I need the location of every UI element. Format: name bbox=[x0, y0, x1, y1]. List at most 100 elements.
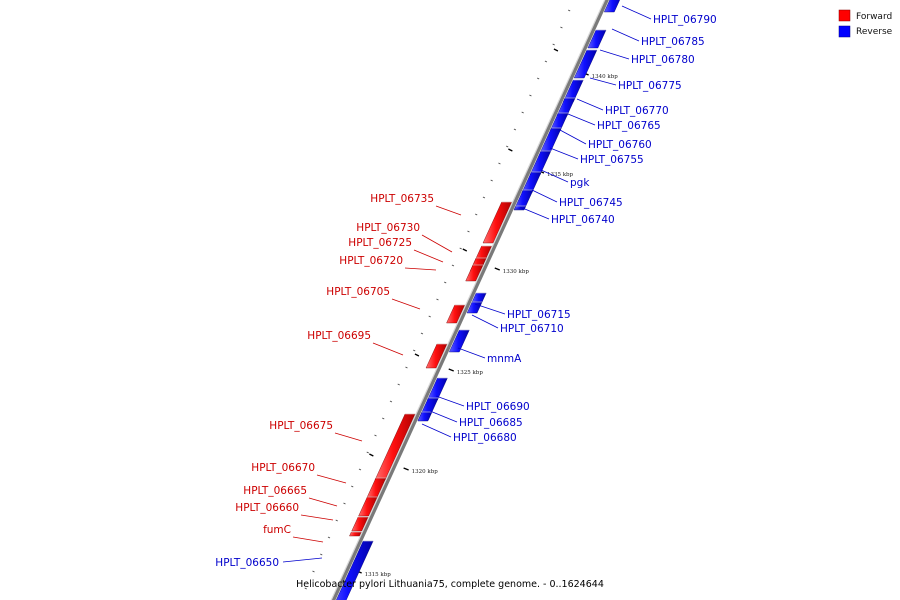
leader-hplt-06730 bbox=[421, 234, 453, 253]
gene-block-hplt-06680 bbox=[417, 411, 433, 422]
minor-tick bbox=[413, 349, 416, 352]
leader-hplt-06735 bbox=[435, 205, 462, 216]
leader-hplt-06715 bbox=[474, 303, 506, 315]
gene-label-hplt-06725: HPLT_06725 bbox=[348, 237, 412, 249]
leader-hplt-06705 bbox=[391, 298, 421, 310]
leader-pgk bbox=[540, 169, 569, 183]
leader-hplt-06665 bbox=[308, 497, 338, 507]
leader-hplt-06720 bbox=[404, 267, 437, 271]
leader-hplt-06670 bbox=[316, 474, 347, 484]
gene-labels: HPLT_06790 HPLT_06785 HPLT_06780 HPLT_06775… bbox=[215, 14, 716, 569]
gene-label-hplt-06675: HPLT_06675 bbox=[269, 420, 333, 432]
leader-hplt-06660 bbox=[300, 514, 334, 521]
leader-hplt-06685 bbox=[429, 410, 458, 423]
minor-tick bbox=[312, 570, 315, 573]
leader-hplt-06690 bbox=[435, 395, 465, 407]
gene-label-mnma: mnmA bbox=[487, 353, 522, 365]
minor-tick bbox=[382, 417, 385, 420]
minor-tick bbox=[327, 536, 331, 539]
leader-hplt-06755 bbox=[549, 147, 579, 160]
legend-forward-swatch bbox=[838, 9, 851, 22]
minor-tick bbox=[405, 366, 408, 369]
legend: Forward Reverse bbox=[838, 9, 893, 38]
leader-hplt-06785 bbox=[611, 28, 640, 42]
major-tick-left bbox=[414, 353, 420, 357]
minor-tick bbox=[498, 162, 501, 165]
minor-tick bbox=[428, 315, 431, 318]
minor-tick bbox=[544, 60, 548, 63]
gene-label-hplt-06695: HPLT_06695 bbox=[307, 330, 371, 342]
minor-tick bbox=[374, 434, 377, 437]
minor-tick bbox=[490, 179, 493, 182]
tick-1330-kbp bbox=[494, 267, 501, 271]
gene-label-hplt-06705: HPLT_06705 bbox=[326, 286, 390, 298]
leader-hplt-06740 bbox=[519, 206, 550, 220]
leader-fumc bbox=[292, 536, 324, 543]
tick-label-1315-kbp: 1315 kbp bbox=[365, 572, 392, 578]
tick-label-1340-kbp: 1340 kbp bbox=[592, 74, 619, 80]
legend-reverse-swatch bbox=[838, 25, 851, 38]
minor-tick bbox=[521, 111, 524, 114]
minor-tick bbox=[420, 332, 424, 335]
major-tick-left bbox=[553, 48, 559, 52]
leader-hplt-06745 bbox=[531, 189, 558, 203]
leader-hplt-06770 bbox=[576, 98, 604, 111]
gene-block-hplt-06665 bbox=[358, 496, 378, 517]
minor-tick bbox=[467, 230, 470, 233]
leader-hplt-06765 bbox=[567, 113, 596, 126]
tick-1325-kbp bbox=[448, 368, 454, 372]
gene-label-hplt-06715: HPLT_06715 bbox=[507, 309, 571, 321]
gene-label-hplt-06740: HPLT_06740 bbox=[551, 214, 615, 226]
tick-label-1320-kbp: 1320 kbp bbox=[412, 469, 439, 475]
minor-tick bbox=[320, 553, 323, 556]
major-tick-left bbox=[369, 453, 374, 457]
gene-block-fumc bbox=[349, 531, 362, 537]
tick-label-1330-kbp: 1330 kbp bbox=[503, 269, 530, 275]
gene-block-hplt-06675 bbox=[374, 413, 416, 481]
minor-tick bbox=[444, 281, 447, 284]
gene-label-hplt-06680: HPLT_06680 bbox=[453, 432, 517, 444]
gene-blocks bbox=[336, 0, 620, 600]
minor-tick bbox=[474, 213, 478, 216]
legend-reverse-label: Reverse bbox=[856, 27, 893, 37]
tick-label-1325-kbp: 1325 kbp bbox=[457, 370, 484, 376]
minor-tick bbox=[351, 485, 354, 488]
gene-label-hplt-06650: HPLT_06650 bbox=[215, 557, 279, 569]
gene-block-hplt-06745 bbox=[513, 189, 534, 211]
tick-label-1335-kbp: 1335 kbp bbox=[547, 172, 574, 178]
minor-tick bbox=[366, 451, 369, 454]
gene-block-hplt-06790 bbox=[603, 0, 620, 13]
gene-label-hplt-06665: HPLT_06665 bbox=[243, 485, 307, 497]
genome-caption: Helicobacter pylori Lithuania75, complet… bbox=[296, 579, 604, 590]
minor-tick bbox=[389, 400, 393, 403]
leader-hplt-06695 bbox=[372, 342, 404, 356]
minor-tick bbox=[552, 43, 555, 46]
gene-label-hplt-06745: HPLT_06745 bbox=[559, 197, 623, 209]
gene-label-hplt-06730: HPLT_06730 bbox=[356, 222, 420, 234]
gene-label-hplt-06785: HPLT_06785 bbox=[641, 36, 705, 48]
leader-hplt-06775 bbox=[589, 77, 617, 86]
minor-tick bbox=[505, 145, 509, 148]
gene-label-hplt-06710: HPLT_06710 bbox=[500, 323, 564, 335]
minor-tick bbox=[436, 298, 439, 301]
minor-tick bbox=[451, 264, 455, 267]
minor-tick bbox=[560, 26, 563, 29]
genome-backbone bbox=[330, 0, 609, 600]
gene-label-hplt-06780: HPLT_06780 bbox=[631, 54, 695, 66]
gene-block-mnma bbox=[448, 329, 470, 353]
gene-label-hplt-06775: HPLT_06775 bbox=[618, 80, 682, 92]
gene-label-hplt-06660: HPLT_06660 bbox=[235, 502, 299, 514]
gene-label-hplt-06690: HPLT_06690 bbox=[466, 401, 530, 413]
gene-label-hplt-06685: HPLT_06685 bbox=[459, 417, 523, 429]
minor-tick bbox=[459, 247, 462, 250]
leader-hplt-06725 bbox=[413, 249, 444, 263]
minor-tick bbox=[536, 77, 540, 80]
gene-label-hplt-06670: HPLT_06670 bbox=[251, 462, 315, 474]
minor-tick bbox=[358, 468, 362, 471]
gene-label-hplt-06765: HPLT_06765 bbox=[597, 120, 661, 132]
gene-label-fumc: fumC bbox=[263, 524, 291, 536]
gene-label-hplt-06755: HPLT_06755 bbox=[580, 154, 644, 166]
tick-1320-kbp bbox=[403, 467, 409, 471]
leader-hplt-06675 bbox=[334, 432, 363, 442]
